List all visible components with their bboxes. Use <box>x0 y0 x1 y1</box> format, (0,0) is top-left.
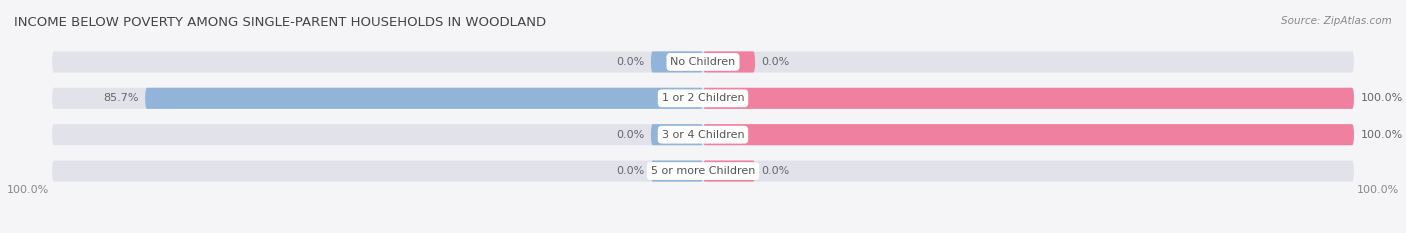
Text: 0.0%: 0.0% <box>762 166 790 176</box>
Text: 100.0%: 100.0% <box>1361 93 1403 103</box>
Text: 85.7%: 85.7% <box>103 93 139 103</box>
FancyBboxPatch shape <box>651 161 703 182</box>
Text: 5 or more Children: 5 or more Children <box>651 166 755 176</box>
Text: INCOME BELOW POVERTY AMONG SINGLE-PARENT HOUSEHOLDS IN WOODLAND: INCOME BELOW POVERTY AMONG SINGLE-PARENT… <box>14 16 546 29</box>
FancyBboxPatch shape <box>703 161 755 182</box>
FancyBboxPatch shape <box>52 51 1354 72</box>
Text: 100.0%: 100.0% <box>1361 130 1403 140</box>
FancyBboxPatch shape <box>703 88 1354 109</box>
FancyBboxPatch shape <box>703 51 755 72</box>
Text: 100.0%: 100.0% <box>1357 185 1399 195</box>
FancyBboxPatch shape <box>52 124 1354 145</box>
Text: 3 or 4 Children: 3 or 4 Children <box>662 130 744 140</box>
FancyBboxPatch shape <box>651 51 703 72</box>
FancyBboxPatch shape <box>703 124 1354 145</box>
Text: 1 or 2 Children: 1 or 2 Children <box>662 93 744 103</box>
Text: 0.0%: 0.0% <box>762 57 790 67</box>
Text: No Children: No Children <box>671 57 735 67</box>
Text: 0.0%: 0.0% <box>616 57 644 67</box>
Text: 100.0%: 100.0% <box>7 185 49 195</box>
FancyBboxPatch shape <box>52 88 1354 109</box>
FancyBboxPatch shape <box>52 161 1354 182</box>
FancyBboxPatch shape <box>651 124 703 145</box>
Text: Source: ZipAtlas.com: Source: ZipAtlas.com <box>1281 16 1392 26</box>
Text: 0.0%: 0.0% <box>616 166 644 176</box>
Text: 0.0%: 0.0% <box>616 130 644 140</box>
FancyBboxPatch shape <box>145 88 703 109</box>
